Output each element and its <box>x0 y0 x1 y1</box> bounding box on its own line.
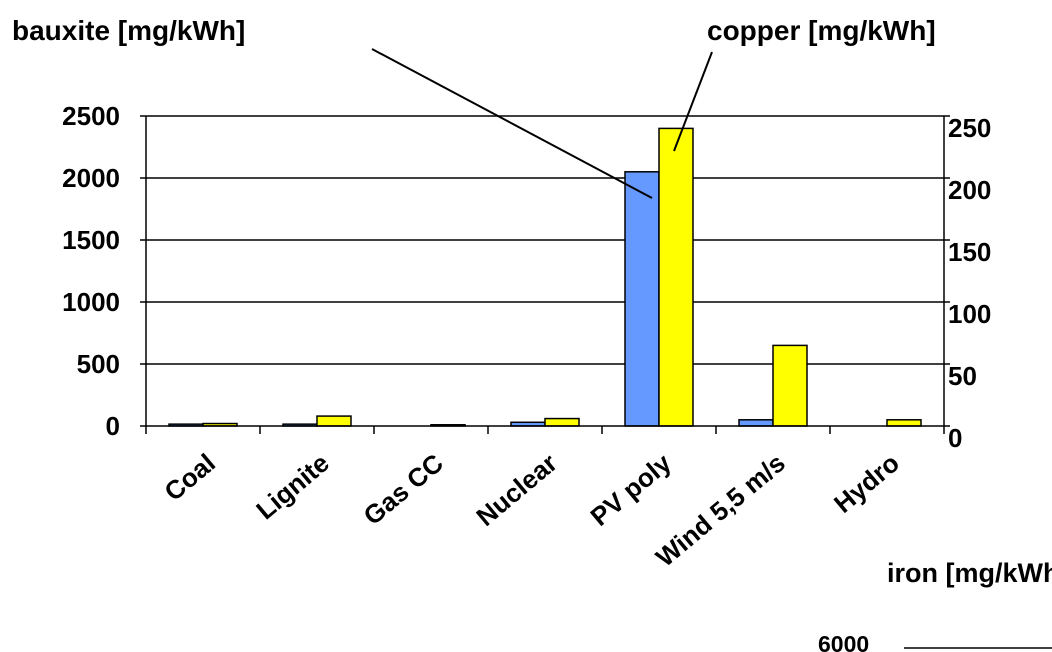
bauxite-bar <box>624 171 660 427</box>
left-tick-label: 0 <box>106 411 120 441</box>
left-tick-label: 500 <box>77 349 120 379</box>
iron-first-tick: 6000 <box>818 631 869 652</box>
right-tick-label: 150 <box>948 237 991 267</box>
category-label: Nuclear <box>470 448 562 532</box>
copper-bar <box>544 417 580 427</box>
category-label: Coal <box>158 448 220 507</box>
category-label: Gas CC <box>358 447 449 530</box>
bauxite-bar <box>738 419 774 427</box>
annotations: bauxite [mg/kWh] copper [mg/kWh] <box>12 15 936 199</box>
axes <box>140 115 950 434</box>
right-tick-label: 0 <box>948 423 962 453</box>
left-tick-label: 2000 <box>62 163 120 193</box>
category-label: Lignite <box>250 448 335 526</box>
iron-chart-title: iron [mg/kWh] <box>887 558 1052 588</box>
copper-bar <box>772 344 808 427</box>
left-tick-label: 2500 <box>62 101 120 131</box>
right-tick-label: 50 <box>948 361 977 391</box>
copper-bar <box>886 419 922 427</box>
copper-leader-line <box>673 51 713 152</box>
right-tick-label: 100 <box>948 299 991 329</box>
gridlines <box>146 115 944 365</box>
left-tick-label: 1500 <box>62 225 120 255</box>
category-label: PV poly <box>585 447 678 532</box>
bars <box>168 127 922 427</box>
bauxite-annotation: bauxite [mg/kWh] <box>12 15 245 46</box>
right-tick-label: 250 <box>948 113 991 143</box>
copper-bar <box>658 127 694 427</box>
copper-bar <box>316 415 352 427</box>
right-tick-label: 200 <box>948 175 991 205</box>
iron-chart-partial: iron [mg/kWh] 6000 <box>818 558 1052 652</box>
bauxite-leader-line <box>371 48 653 199</box>
category-label: Hydro <box>828 448 905 519</box>
tick-labels: 0 500 1000 1500 2000 2500 0 50 100 150 200 250 <box>62 101 991 453</box>
copper-annotation: copper [mg/kWh] <box>707 15 936 46</box>
left-tick-label: 1000 <box>62 287 120 317</box>
